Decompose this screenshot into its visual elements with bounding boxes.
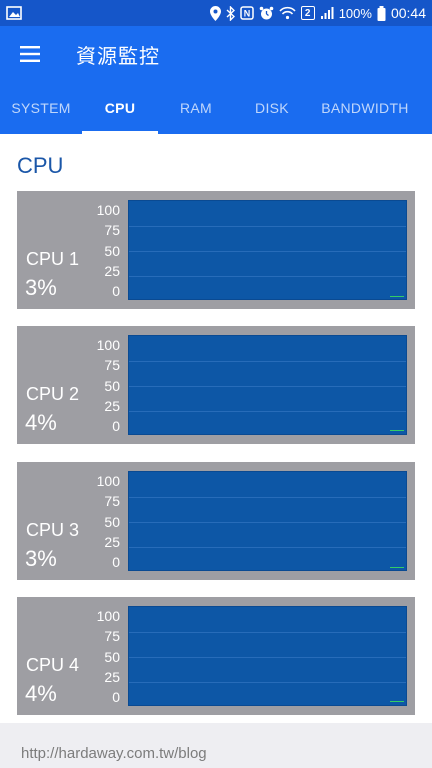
cpu-name: CPU 3 bbox=[26, 520, 80, 540]
tab-system[interactable]: SYSTEM bbox=[11, 100, 71, 116]
cpu-card: 100 75 50 25 0 CPU 4 4% bbox=[17, 597, 415, 715]
alarm-icon bbox=[259, 6, 274, 21]
tab-ram[interactable]: RAM bbox=[179, 100, 212, 116]
axis-tick-label: 75 bbox=[104, 222, 120, 238]
grid-line bbox=[129, 497, 406, 498]
grid-line bbox=[129, 547, 406, 548]
axis-tick-label: 25 bbox=[104, 534, 120, 550]
axis-tick-label: 100 bbox=[96, 608, 120, 624]
wifi-icon bbox=[279, 6, 296, 20]
cpu-name: CPU 1 bbox=[26, 249, 80, 269]
cpu-card: 100 75 50 25 0 CPU 3 3% bbox=[17, 462, 415, 580]
usage-line bbox=[390, 430, 404, 431]
cpu-name: CPU 4 bbox=[26, 655, 80, 675]
axis-tick-label: 25 bbox=[104, 263, 120, 279]
cpu-usage-graph bbox=[128, 335, 407, 435]
clock: 00:44 bbox=[390, 5, 426, 21]
axis-tick-label: 50 bbox=[104, 378, 120, 394]
axis-tick-label: 50 bbox=[104, 243, 120, 259]
nfc-icon: N bbox=[239, 6, 254, 20]
battery-icon bbox=[377, 5, 386, 21]
grid-line bbox=[129, 411, 406, 412]
axis-tick-label: 25 bbox=[104, 398, 120, 414]
axis-tick-label: 0 bbox=[112, 689, 120, 705]
axis-tick-label: 75 bbox=[104, 357, 120, 373]
signal-icon bbox=[320, 6, 334, 20]
axis-tick-label: 50 bbox=[104, 514, 120, 530]
bluetooth-icon bbox=[226, 5, 235, 21]
usage-line bbox=[390, 567, 404, 568]
grid-line bbox=[129, 657, 406, 658]
usage-line bbox=[390, 701, 404, 702]
cpu-percent: 4% bbox=[25, 410, 57, 435]
axis-tick-label: 100 bbox=[96, 337, 120, 353]
axis-tick-label: 0 bbox=[112, 283, 120, 299]
watermark-text: http://hardaway.com.tw/blog bbox=[21, 745, 207, 762]
axis-tick-label: 0 bbox=[112, 554, 120, 570]
axis-tick-label: 25 bbox=[104, 669, 120, 685]
usage-line bbox=[390, 296, 404, 297]
section-title: CPU bbox=[17, 153, 64, 178]
cpu-usage-graph bbox=[128, 606, 407, 706]
hamburger-menu-icon[interactable] bbox=[0, 26, 60, 82]
status-bar: N 2 100% 00:44 bbox=[0, 0, 432, 26]
grid-line bbox=[129, 361, 406, 362]
tab-bar: SYSTEM CPU RAM DISK BANDWIDTH bbox=[0, 82, 432, 134]
grid-line bbox=[129, 226, 406, 227]
cpu-usage-graph bbox=[128, 200, 407, 300]
axis-tick-label: 100 bbox=[96, 202, 120, 218]
tab-disk[interactable]: DISK bbox=[255, 100, 289, 116]
bottom-area bbox=[0, 723, 432, 768]
grid-line bbox=[129, 251, 406, 252]
grid-line bbox=[129, 386, 406, 387]
cpu-usage-graph bbox=[128, 471, 407, 571]
axis-tick-label: 75 bbox=[104, 493, 120, 509]
axis-tick-label: 100 bbox=[96, 473, 120, 489]
grid-line bbox=[129, 522, 406, 523]
cpu-card: 100 75 50 25 0 CPU 2 4% bbox=[17, 326, 415, 444]
active-tab-indicator bbox=[82, 131, 158, 134]
svg-text:N: N bbox=[243, 9, 250, 19]
battery-percent: 100% bbox=[338, 5, 372, 21]
location-icon bbox=[209, 5, 221, 21]
grid-line bbox=[129, 632, 406, 633]
app-title: 資源監控 bbox=[76, 43, 160, 68]
cpu-percent: 3% bbox=[25, 275, 57, 300]
tab-bandwidth[interactable]: BANDWIDTH bbox=[321, 100, 409, 116]
axis-tick-label: 75 bbox=[104, 628, 120, 644]
cpu-card: 100 75 50 25 0 CPU 1 3% bbox=[17, 191, 415, 309]
grid-line bbox=[129, 682, 406, 683]
axis-tick-label: 50 bbox=[104, 649, 120, 665]
axis-tick-label: 0 bbox=[112, 418, 120, 434]
app-bar: 資源監控 bbox=[0, 26, 432, 82]
tab-cpu[interactable]: CPU bbox=[104, 100, 136, 116]
grid-line bbox=[129, 276, 406, 277]
cpu-percent: 3% bbox=[25, 546, 57, 571]
notification-count-badge: 2 bbox=[300, 6, 315, 20]
cpu-name: CPU 2 bbox=[26, 384, 80, 404]
cpu-percent: 4% bbox=[25, 681, 57, 706]
image-icon bbox=[6, 6, 22, 20]
